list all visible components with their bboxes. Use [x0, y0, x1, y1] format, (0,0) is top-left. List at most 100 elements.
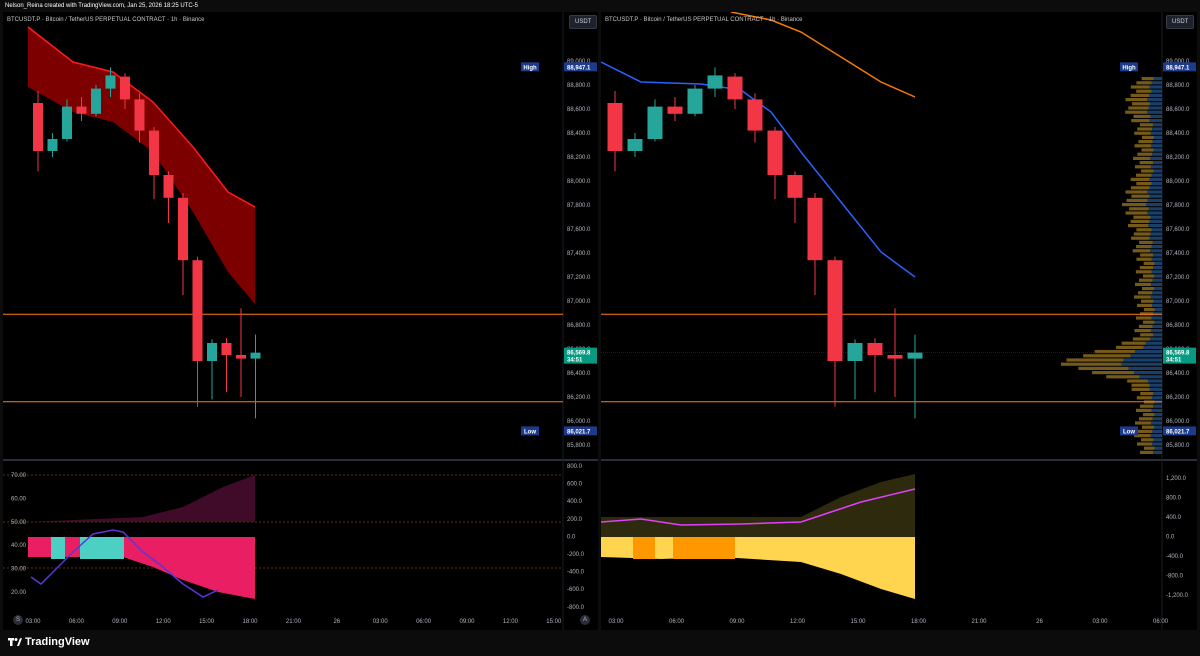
osc-right-tick: -400.0: [567, 570, 585, 576]
volume-profile-bar: [1125, 98, 1148, 102]
low-value-badge: [564, 426, 597, 436]
volume-profile-bar: [1092, 371, 1135, 375]
volume-profile-bar: [1138, 429, 1153, 433]
candle-body: [221, 343, 232, 355]
right-chart-panel[interactable]: 89,000.0 88,800.0 88,600.0 88,400.0 88,200.0…: [601, 12, 1197, 630]
volume-profile-bar: [1153, 161, 1162, 165]
volume-profile-bar: [1136, 303, 1152, 307]
time-tick: 06:00: [416, 619, 432, 625]
left-auto-scale-badge[interactable]: A: [580, 615, 590, 625]
price-tick: 86,400.0: [567, 371, 591, 377]
volume-profile-bar: [1150, 337, 1162, 341]
price-tick: 88,200.0: [567, 155, 591, 161]
osc-left-tick: 60.00: [11, 496, 27, 502]
volume-profile-bar: [1139, 417, 1153, 421]
volume-profile-bar: [1134, 144, 1152, 148]
volume-profile-bar: [1147, 110, 1162, 114]
volume-profile-bar: [1153, 266, 1162, 270]
volume-profile-bar: [1132, 337, 1151, 341]
high-label-badge: [1120, 62, 1138, 72]
candle-body: [192, 260, 203, 361]
candle-body: [149, 130, 159, 175]
high-value-badge: [564, 62, 597, 72]
osc-orange-block: [633, 537, 655, 559]
volume-profile-bar: [1131, 236, 1150, 240]
osc-left-tick: 20.00: [11, 590, 27, 596]
left-symbol-title[interactable]: BTCUSDT.P · Bitcoin / TetherUS PERPETUAL…: [7, 17, 205, 23]
time-tick: 26: [333, 619, 340, 625]
candle-body: [134, 99, 145, 131]
volume-profile-bar: [1151, 408, 1162, 412]
volume-profile-bar: [1139, 404, 1154, 408]
volume-profile-bar: [1150, 232, 1162, 236]
candle-body: [647, 106, 663, 139]
volume-profile-bar: [1133, 114, 1151, 118]
volume-profile-bar: [1130, 219, 1150, 223]
ema-orange-line: [730, 12, 916, 98]
volume-profile-bar: [1148, 379, 1162, 383]
volume-profile-bar: [1135, 421, 1152, 425]
volume-profile-bar: [1154, 308, 1162, 312]
volume-profile-bar: [1129, 207, 1149, 211]
right-symbol-title[interactable]: BTCUSDT.P · Bitcoin / TetherUS PERPETUAL…: [605, 17, 803, 23]
volume-profile-bar: [1151, 316, 1162, 320]
candle-body: [887, 355, 903, 359]
left-chart-canvas[interactable]: 89,000.0 88,800.0 88,600.0 88,400.0 88,200.0…: [3, 12, 598, 630]
time-tick: 15:00: [546, 619, 562, 625]
volume-profile-bar: [1153, 77, 1162, 81]
osc-left-tick: 30.00: [11, 567, 27, 573]
volume-profile-bar: [1153, 450, 1162, 454]
left-settings-badge[interactable]: S: [13, 615, 23, 625]
volume-profile-bar: [1149, 236, 1162, 240]
volume-profile-bar: [1140, 450, 1154, 454]
volume-profile-bar: [1106, 375, 1140, 379]
osc-right-tick: 200.0: [567, 517, 583, 523]
volume-profile-bar: [1139, 123, 1154, 127]
volume-profile-bar: [1134, 165, 1152, 169]
volume-profile-bar: [1134, 329, 1151, 333]
volume-profile-bar: [1083, 354, 1131, 358]
price-tick: 87,400.0: [567, 251, 591, 257]
low-label-badge: [521, 426, 539, 436]
price-tick: 89,000.0: [1166, 59, 1190, 65]
volume-profile-bar: [1150, 329, 1162, 333]
volume-profile-bar: [1152, 152, 1162, 156]
volume-profile-bar: [1152, 417, 1162, 421]
volume-profile-bar: [1128, 366, 1162, 370]
volume-profile-bar: [1152, 429, 1162, 433]
last-price-value: 86,569.8: [567, 351, 591, 357]
osc-right-tick: -800.0: [567, 605, 585, 611]
candle-body: [207, 343, 217, 361]
high-label-badge: [521, 62, 539, 72]
right-chart-canvas[interactable]: 89,000.0 88,800.0 88,600.0 88,400.0 88,200.0…: [601, 12, 1197, 630]
left-currency-button[interactable]: USDT: [569, 15, 598, 29]
volume-profile-bar: [1150, 114, 1162, 118]
volume-profile-bar: [1135, 173, 1152, 177]
candle-body: [178, 197, 188, 261]
candle-body: [76, 106, 87, 114]
volume-profile-bar: [1141, 135, 1154, 139]
price-tick: 86,800.0: [1166, 323, 1190, 329]
candle-body: [747, 99, 763, 131]
tradingview-logo-icon: [8, 638, 22, 646]
candle-body: [33, 103, 43, 151]
candle-body: [907, 352, 923, 359]
volume-profile-bar: [1141, 169, 1154, 173]
volume-profile-bar: [1140, 253, 1154, 257]
price-tick: 88,000.0: [1166, 179, 1190, 185]
volume-profile-bar: [1154, 261, 1162, 265]
volume-profile-bar: [1130, 177, 1150, 181]
time-tick: 18:00: [911, 619, 927, 625]
osc-right-tick: 0.0: [1166, 535, 1175, 541]
right-currency-button[interactable]: USDT: [1166, 15, 1195, 29]
volume-profile-bar: [1142, 274, 1155, 278]
left-chart-panel[interactable]: 89,000.0 88,800.0 88,600.0 88,400.0 88,200.0…: [3, 12, 598, 630]
volume-profile-bar: [1131, 194, 1150, 198]
volume-profile-bar: [1138, 140, 1153, 144]
time-tick: 09:00: [112, 619, 128, 625]
volume-profile-bar: [1140, 299, 1154, 303]
time-tick: 03:00: [608, 619, 624, 625]
volume-profile-bar: [1136, 396, 1152, 400]
volume-profile-bar: [1135, 245, 1152, 249]
volume-profile-bar: [1150, 295, 1162, 299]
